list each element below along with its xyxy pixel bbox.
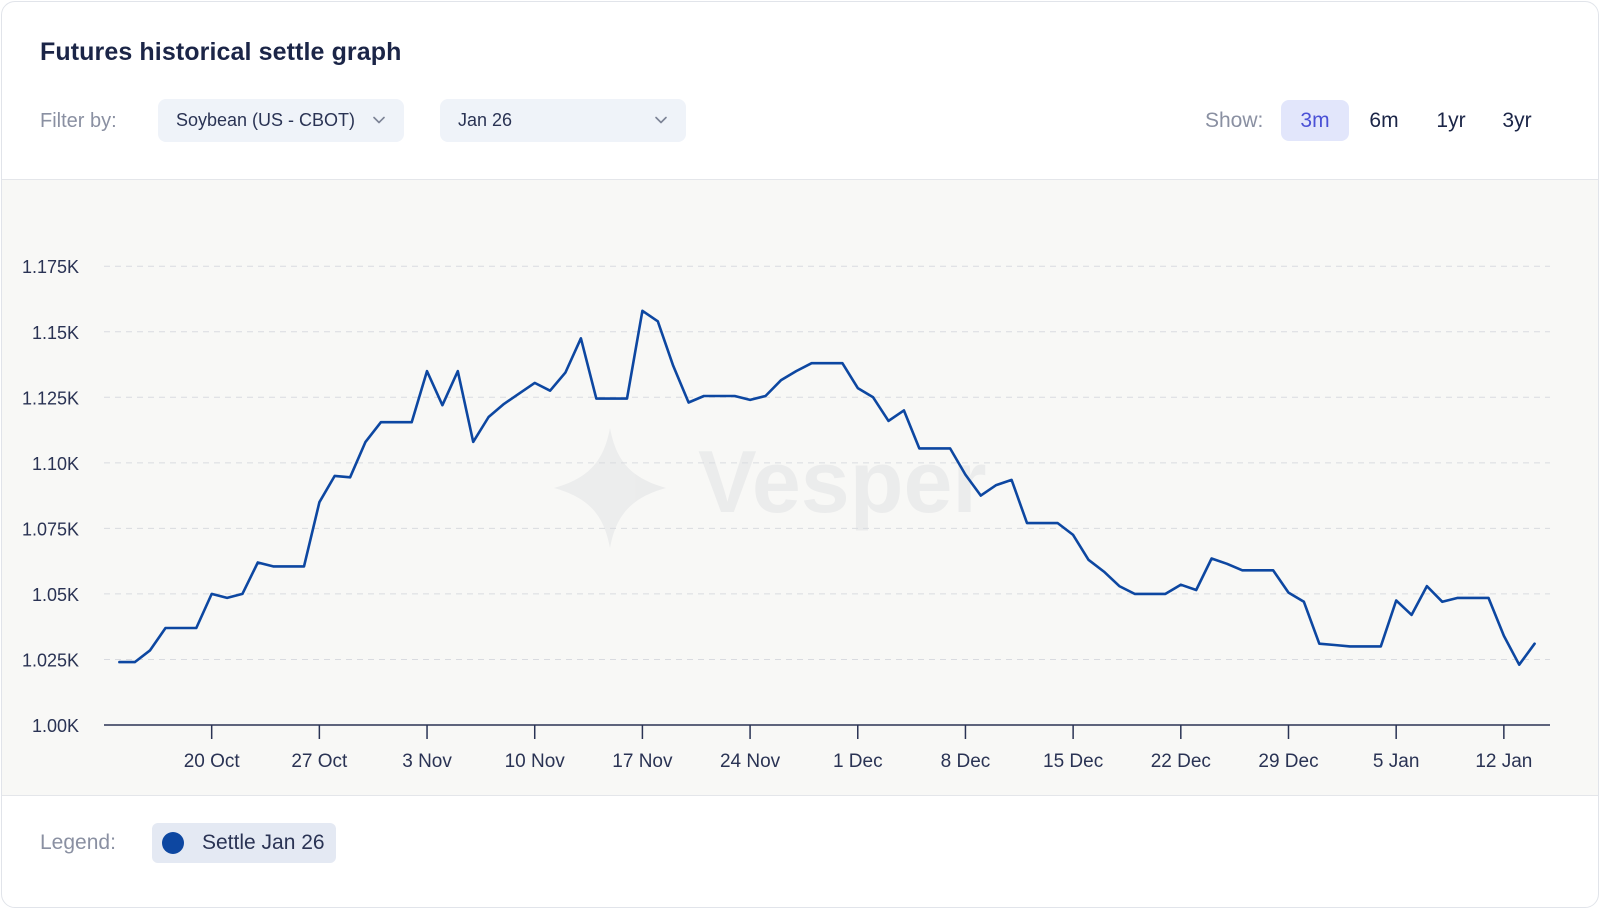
legend-item-settle[interactable]: Settle Jan 26 [152, 823, 336, 863]
legend-item-label: Settle Jan 26 [202, 831, 325, 854]
page-title: Futures historical settle graph [40, 38, 402, 66]
x-tick-label: 17 Nov [612, 751, 673, 772]
legend-color-dot [162, 832, 184, 854]
x-tick-label: 15 Dec [1043, 751, 1103, 772]
x-tick-label: 1 Dec [833, 751, 883, 772]
chevron-down-icon [373, 116, 385, 124]
x-tick-label: 29 Dec [1258, 751, 1318, 772]
x-tick-label: 10 Nov [505, 751, 566, 772]
commodity-select[interactable]: Soybean (US - CBOT) [158, 99, 404, 142]
x-tick-label: 22 Dec [1151, 751, 1211, 772]
y-tick-label: 1.075K [22, 519, 79, 539]
show-label: Show: [1205, 109, 1264, 132]
chart-area: Vesper 1.00K 1.025K 1.05K 1.075K 1.10K 1.125K… [2, 179, 1598, 796]
x-tick-label: 27 Oct [291, 751, 348, 772]
y-tick-label: 1.175K [22, 257, 79, 277]
commodity-select-value: Soybean (US - CBOT) [176, 110, 356, 130]
x-tick-label: 24 Nov [720, 751, 781, 772]
x-tick-label: 12 Jan [1475, 751, 1532, 772]
star-logo-icon [554, 428, 666, 548]
x-tick-label: 8 Dec [941, 751, 991, 772]
range-6m-button[interactable]: 6m [1369, 108, 1399, 132]
y-tick-label: 1.125K [22, 388, 79, 408]
y-tick-label: 1.00K [32, 716, 79, 736]
y-tick-label: 1.15K [32, 323, 79, 343]
range-3m-button[interactable]: 3m [1281, 100, 1349, 141]
x-tick-label: 20 Oct [184, 751, 241, 772]
filter-label: Filter by: [40, 110, 117, 132]
contract-select-value: Jan 26 [458, 110, 513, 130]
x-tick-label: 5 Jan [1373, 751, 1419, 772]
contract-select[interactable]: Jan 26 [440, 99, 686, 142]
settle-line-chart: Vesper 1.00K 1.025K 1.05K 1.075K 1.10K 1.125K… [22, 257, 1550, 772]
legend-label: Legend: [40, 831, 116, 854]
x-tick-label: 3 Nov [402, 751, 452, 772]
vesper-watermark: Vesper [554, 428, 987, 548]
y-tick-label: 1.10K [32, 454, 79, 474]
y-tick-label: 1.025K [22, 650, 79, 670]
chevron-down-icon [655, 116, 667, 124]
range-1yr-button[interactable]: 1yr [1436, 108, 1466, 132]
y-tick-label: 1.05K [32, 585, 79, 605]
range-3yr-button[interactable]: 3yr [1502, 108, 1532, 132]
series-line-settle [118, 309, 1536, 667]
watermark-text: Vesper [698, 432, 987, 531]
